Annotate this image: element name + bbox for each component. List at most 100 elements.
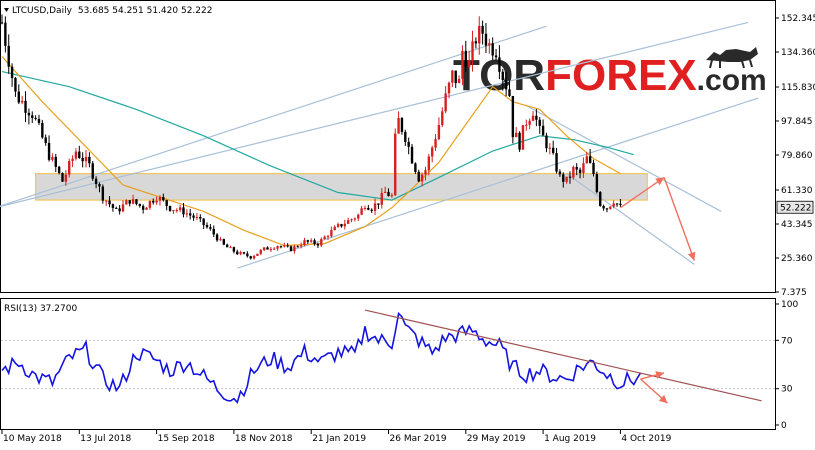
candle-body: [178, 207, 182, 211]
candle: [511, 95, 515, 144]
candle-body: [615, 203, 619, 205]
channel-line-3: [0, 21, 749, 208]
candle-body: [41, 122, 44, 138]
candle: [585, 151, 588, 164]
candle-body: [478, 25, 481, 44]
candle: [262, 247, 266, 252]
candle-body: [162, 197, 165, 201]
header-triangle-icon: [4, 8, 9, 12]
candle: [363, 205, 367, 211]
rsi-tick-label: 0: [781, 421, 787, 431]
candle-body: [373, 203, 377, 211]
candle: [141, 204, 145, 214]
candle: [219, 236, 222, 241]
candle: [17, 84, 21, 105]
date-tick-label: 21 Jan 2019: [312, 434, 366, 444]
candle-body: [330, 230, 333, 237]
forecast-arrow-1-shaft: [620, 176, 665, 209]
candle: [360, 205, 363, 216]
candle: [326, 234, 330, 240]
candle: [205, 222, 209, 229]
candle-body: [310, 240, 313, 242]
candle: [202, 218, 205, 229]
candle-body: [262, 247, 266, 251]
rsi-pane-frame: [0, 298, 776, 430]
candle-body: [424, 170, 427, 175]
candle: [390, 193, 394, 198]
candle-body: [168, 205, 172, 211]
candle-body: [74, 151, 78, 159]
candle-body: [434, 139, 437, 148]
candle-body: [420, 174, 424, 182]
candle-body: [303, 240, 306, 246]
candle: [222, 238, 226, 246]
candle-body: [212, 228, 215, 235]
candle-body: [592, 162, 595, 174]
candle: [380, 188, 383, 209]
candle-body: [158, 197, 162, 201]
price-pane-frame: [0, 0, 776, 293]
candle-body: [145, 207, 148, 210]
forecast-arrow-2: [663, 177, 696, 261]
candle-body: [377, 203, 380, 205]
candle: [444, 86, 447, 114]
candle: [592, 159, 595, 177]
candle-body: [363, 207, 367, 209]
candle-body: [64, 174, 68, 182]
candle-body: [488, 43, 491, 46]
candle: [242, 251, 246, 255]
candle-body: [394, 133, 397, 196]
candle: [353, 217, 357, 222]
candle: [357, 213, 360, 222]
candle-body: [88, 156, 91, 164]
candle-body: [340, 224, 343, 227]
candle: [615, 203, 619, 207]
candle-body: [256, 253, 259, 256]
candle: [518, 131, 521, 152]
candle-body: [575, 167, 578, 170]
candle-body: [47, 142, 51, 160]
candle: [212, 225, 215, 238]
candle-body: [152, 200, 155, 203]
candle: [441, 107, 444, 128]
symbol-header: LTCUSD,Daily 53.685 54.251 51.420 52.222: [4, 6, 212, 16]
candle-body: [111, 204, 115, 208]
candle-body: [555, 152, 558, 172]
candle-body: [10, 66, 14, 78]
candle-body: [276, 246, 279, 249]
candle-body: [225, 244, 229, 248]
candle: [525, 119, 528, 131]
candle-body: [71, 158, 74, 161]
candle-body: [299, 245, 303, 247]
candle: [185, 209, 189, 218]
candle: [162, 193, 165, 202]
candle: [276, 245, 279, 251]
candle: [182, 202, 185, 218]
candle: [373, 198, 377, 216]
candle-body: [293, 246, 296, 252]
candle: [155, 196, 158, 205]
logo-part-forex: FOREX: [545, 51, 697, 100]
candle: [44, 134, 47, 146]
candle-body: [115, 207, 118, 209]
candle: [481, 20, 484, 45]
candle-body: [457, 78, 461, 84]
candle-body: [498, 57, 501, 72]
candle: [498, 45, 501, 80]
candle: [71, 155, 74, 168]
candle-body: [222, 239, 226, 245]
candle: [286, 243, 289, 248]
candle: [424, 166, 427, 181]
candle-body: [515, 132, 518, 138]
candle: [400, 116, 404, 135]
candle: [491, 37, 494, 61]
candle: [346, 217, 350, 225]
candle-body: [504, 80, 508, 90]
candle-body: [286, 245, 289, 247]
candle-body: [609, 206, 612, 209]
candle: [461, 45, 464, 86]
candle: [24, 91, 27, 123]
candle: [14, 77, 17, 97]
candle: [269, 247, 273, 252]
candle: [612, 200, 615, 209]
